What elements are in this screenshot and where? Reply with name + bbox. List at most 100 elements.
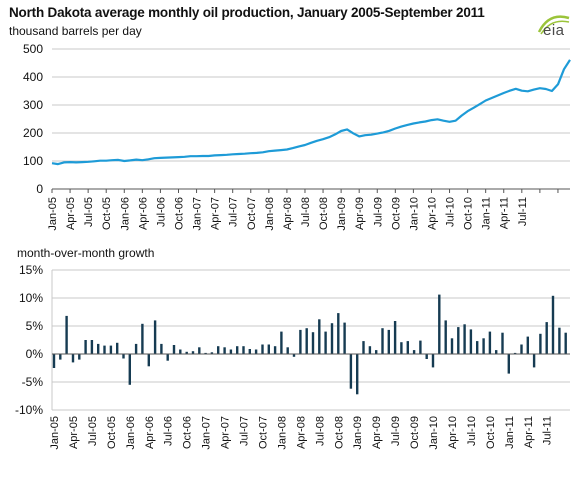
top-series-line [51,59,571,166]
growth-bar [128,354,131,385]
growth-bar [166,354,169,361]
top-x-tick-label: Apr-07 [210,197,222,230]
growth-bar [292,354,296,357]
growth-bar [286,347,289,354]
growth-bar [147,354,150,367]
growth-bar [65,315,68,354]
growth-bar [153,320,157,354]
growth-bar [469,329,473,354]
growth-bar [545,322,548,354]
top-x-tick-label: Jan-11 [481,197,493,230]
growth-bar [248,349,251,354]
growth-bar [223,347,226,354]
top-x-tick-label: Jul-06 [155,197,167,227]
growth-bar [229,349,233,354]
bottom-x-tick-label: Apr-09 [371,416,383,449]
bottom-x-tick-label: Jul-11 [542,416,554,445]
top-x-tick-label: Jul-11 [517,197,529,226]
bottom-x-tick-label: Apr-06 [144,416,156,449]
growth-bar [381,328,384,354]
top-y-tick-label: 500 [23,42,43,56]
bottom-x-tick-label: Oct-08 [333,416,345,449]
top-x-tick-label: Oct-08 [318,197,330,230]
growth-bar [52,354,56,368]
growth-bar [273,346,277,354]
bottom-x-tick-label: Jul-08 [314,416,326,446]
bottom-x-tick-label: Jan-11 [504,416,516,449]
growth-bar [254,349,258,354]
chart-title: North Dakota average monthly oil product… [9,5,485,20]
growth-bar [116,342,119,354]
growth-bar [280,331,283,354]
growth-bar [488,331,492,354]
growth-bar [349,354,353,389]
growth-bar [78,354,81,360]
growth-bar [134,343,138,354]
top-x-tick-label: Oct-07 [246,197,258,230]
bottom-x-tick-label: Jul-06 [163,416,175,446]
growth-bar [406,341,409,354]
bottom-y-tick-label: 15% [19,263,43,277]
growth-bar [419,340,422,354]
top-x-tick-label: Apr-06 [137,197,149,230]
growth-bar [141,323,144,354]
top-x-tick-label: Apr-10 [426,197,438,230]
top-y-tick-label: 0 [36,182,43,196]
top-x-tick-label: Oct-09 [390,197,402,230]
bottom-y-tick-label: 5% [26,319,44,333]
bottom-x-tick-label: Jan-10 [428,416,440,450]
top-chart-subtitle: thousand barrels per day [9,24,142,38]
top-x-tick-label: Apr-08 [282,197,294,230]
growth-bar [172,345,176,354]
growth-bar [425,354,428,359]
growth-bar [431,354,435,368]
top-x-tick-label: Jan-07 [192,197,204,231]
growth-bar [356,354,359,395]
bottom-chart-subtitle: month-over-month growth [17,246,155,260]
growth-bar [261,344,264,354]
growth-bar [368,346,372,354]
growth-bar [160,343,163,354]
growth-bar [532,354,536,368]
growth-bar [318,319,321,354]
top-y-tick-label: 400 [23,70,43,84]
top-y-tick-label: 100 [23,154,43,168]
top-x-tick-label: Jan-06 [119,197,131,231]
top-x-tick-label: Jan-05 [47,197,59,231]
bottom-x-tick-label: Oct-10 [485,416,497,449]
eia-logo-arc-icon [537,15,570,35]
growth-bar [564,332,567,354]
bottom-x-tick-label: Apr-10 [447,416,459,449]
growth-bar [311,332,315,354]
growth-bar [438,294,441,354]
bottom-x-tick-label: Jul-07 [239,416,251,446]
top-line-chart: 0 100 200 300 400 500 Jan-05 Apr-05 Jul-05 Oct-05… [23,42,571,231]
top-x-tick-label: Jan-08 [264,197,276,231]
bottom-x-tick-label: Jul-05 [87,416,99,446]
growth-bar [539,333,542,354]
bottom-x-tick-label: Jul-10 [466,416,478,446]
growth-bar [337,313,340,354]
top-x-tick-label: Jan-09 [336,197,348,231]
bottom-x-tick-label: Oct-07 [257,416,269,449]
top-x-tick-label: Apr-09 [354,197,366,230]
top-x-tick-label: Jul-09 [372,197,384,227]
bottom-y-tick-label: -10% [15,403,43,417]
growth-bar [198,347,201,354]
top-x-tick-label: Oct-06 [173,197,185,230]
growth-bar [103,345,106,354]
growth-bar [236,346,239,354]
growth-bar [482,338,485,354]
bottom-x-tick-label: Jan-06 [125,416,137,450]
bottom-x-tick-label: Oct-06 [182,416,194,449]
growth-bar [450,338,454,354]
growth-bar [551,295,555,354]
bottom-y-tick-label: -5% [22,375,44,389]
growth-bar [412,350,416,354]
growth-bar [217,346,220,354]
growth-bar [299,329,302,354]
top-x-tick-label: Jul-08 [300,197,312,227]
top-x-tick-label: Jul-05 [83,197,95,227]
growth-bar [343,322,346,354]
bottom-x-tick-label: Jan-09 [352,416,364,450]
